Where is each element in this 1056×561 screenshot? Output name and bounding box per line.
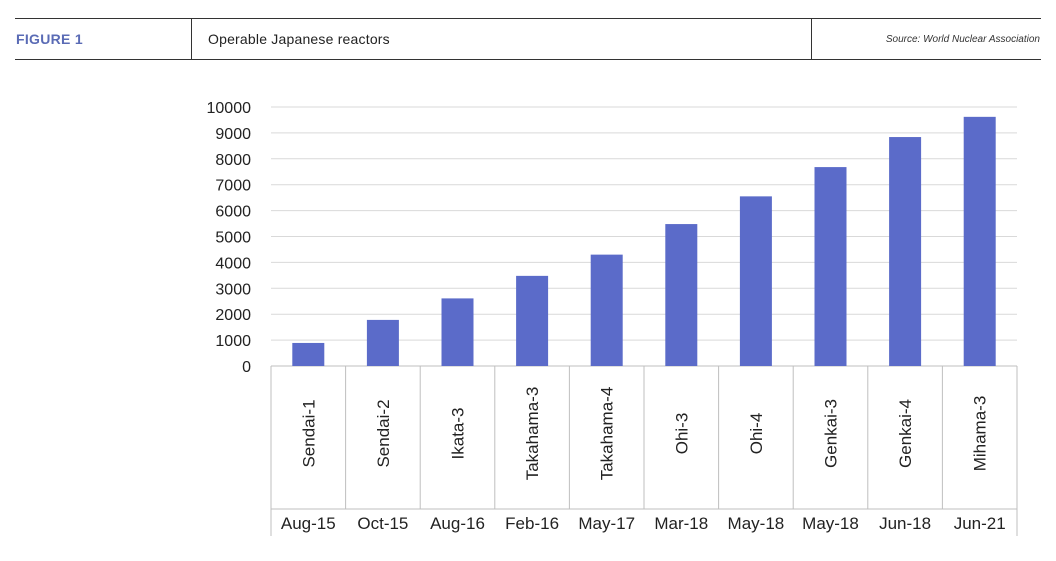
category-label: Ohi-3 [672, 413, 691, 455]
figure-source: Source: World Nuclear Association [885, 34, 1040, 45]
bar [590, 254, 623, 366]
category-label: Ikata-3 [449, 408, 468, 460]
bar [889, 137, 922, 366]
y-tick-label: 6000 [215, 204, 251, 221]
bar [739, 196, 772, 366]
date-label: Aug-15 [281, 514, 336, 533]
header-bottom-rule [15, 59, 1041, 60]
bar [814, 167, 847, 366]
bar [665, 224, 698, 366]
category-label: Sendai-2 [374, 399, 393, 467]
y-tick-label: 7000 [215, 178, 251, 195]
category-label: Genkai-3 [822, 399, 841, 468]
date-label: Mar-18 [654, 514, 708, 533]
date-label: Feb-16 [505, 514, 559, 533]
bar [366, 319, 399, 366]
y-tick-label: 5000 [215, 230, 251, 247]
figure-title: Operable Japanese reactors [208, 31, 390, 47]
header-divider [811, 18, 812, 60]
bar [441, 298, 474, 366]
y-tick-label: 3000 [215, 281, 251, 298]
bar [516, 275, 549, 366]
category-label: Genkai-4 [896, 399, 915, 468]
y-tick-label: 8000 [215, 152, 251, 169]
bar [963, 116, 996, 366]
header-divider [191, 18, 192, 60]
y-tick-label: 2000 [215, 307, 251, 324]
category-label: Ohi-4 [747, 413, 766, 455]
date-label: Jun-18 [879, 514, 931, 533]
date-label: Oct-15 [357, 514, 408, 533]
category-label: Sendai-1 [299, 399, 318, 467]
category-label: Takahama-3 [523, 387, 542, 481]
header-top-rule [15, 18, 1041, 19]
category-label: Takahama-4 [598, 387, 617, 481]
y-tick-label: 1000 [215, 333, 251, 350]
date-label: May-18 [802, 514, 859, 533]
y-tick-label: 10000 [207, 100, 252, 117]
y-tick-label: 0 [242, 359, 251, 376]
date-label: May-17 [578, 514, 635, 533]
date-label: Jun-21 [954, 514, 1006, 533]
y-tick-label: 4000 [215, 255, 251, 272]
date-label: May-18 [728, 514, 785, 533]
bar [292, 342, 325, 366]
y-tick-label: 9000 [215, 126, 251, 143]
figure-header: FIGURE 1 Operable Japanese reactors Sour… [0, 18, 1056, 60]
figure-label: FIGURE 1 [16, 31, 83, 47]
category-label: Mihama-3 [971, 396, 990, 472]
date-label: Aug-16 [430, 514, 485, 533]
